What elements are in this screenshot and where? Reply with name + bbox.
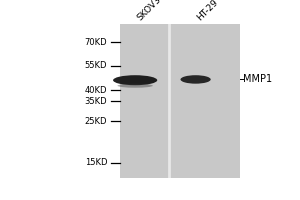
Text: 15KD: 15KD [85, 158, 107, 167]
Ellipse shape [113, 75, 157, 85]
Text: 70KD: 70KD [85, 38, 107, 47]
Text: MMP1: MMP1 [243, 74, 272, 84]
Text: 55KD: 55KD [85, 61, 107, 70]
Text: 40KD: 40KD [85, 86, 107, 95]
Text: HT-29: HT-29 [196, 0, 220, 22]
Ellipse shape [181, 75, 211, 84]
Text: SKOV3: SKOV3 [135, 0, 163, 22]
Bar [120, 24, 240, 178]
Text: 25KD: 25KD [85, 117, 107, 126]
Ellipse shape [118, 84, 153, 88]
Text: 35KD: 35KD [85, 97, 107, 106]
